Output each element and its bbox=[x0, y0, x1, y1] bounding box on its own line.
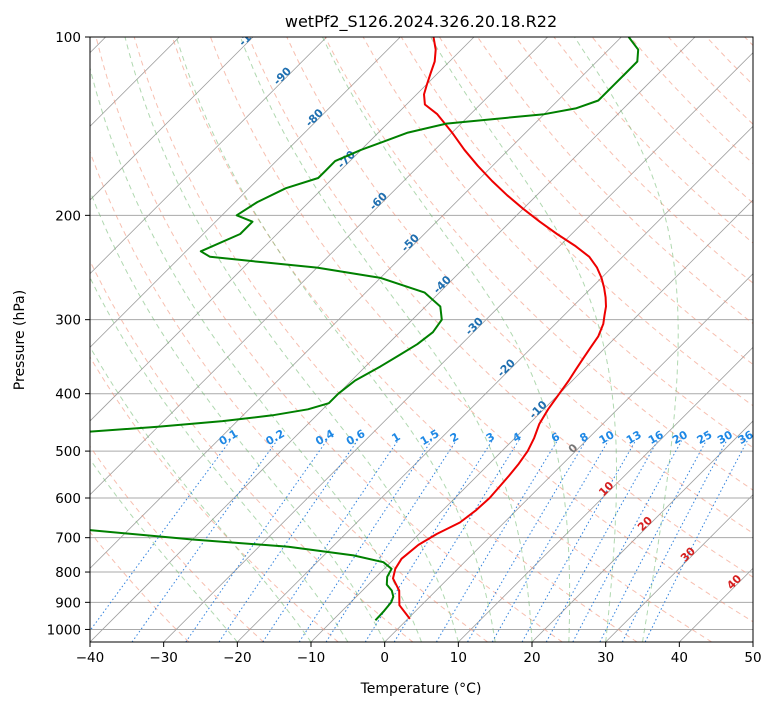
isotherm-line bbox=[90, 37, 475, 422]
isotherm-line bbox=[237, 125, 753, 642]
background-lines bbox=[90, 37, 753, 642]
x-tick-label: 30 bbox=[597, 650, 614, 666]
y-tick-label: 1000 bbox=[47, 622, 81, 638]
x-axis-ticks: −40 −30 −20 −10 0 10 20 30 40 50 bbox=[76, 642, 762, 666]
mixing-ratio-line bbox=[435, 440, 558, 642]
x-tick-label: −40 bbox=[76, 650, 105, 666]
mixing-ratio-line bbox=[572, 440, 683, 642]
moist-adiabat-line bbox=[574, 37, 679, 642]
mixing-ratio-line bbox=[467, 440, 587, 642]
dry-adiabat-line bbox=[286, 37, 753, 534]
mixing-ratio-line bbox=[644, 440, 748, 642]
dry-adiabat-line bbox=[515, 37, 753, 284]
isotherm-line bbox=[90, 37, 327, 275]
y-tick-label: 500 bbox=[55, 444, 81, 460]
dry-adiabat-line bbox=[400, 37, 753, 407]
moist-adiabat-line bbox=[90, 458, 238, 642]
y-tick-label: 700 bbox=[55, 531, 81, 547]
dry-adiabat-line bbox=[438, 37, 753, 366]
x-tick-label: −20 bbox=[223, 650, 252, 666]
dry-adiabat-line bbox=[95, 37, 563, 642]
moist-adiabat-line bbox=[90, 189, 386, 642]
temperature-profile-line bbox=[392, 37, 607, 620]
x-tick-label: 0 bbox=[380, 650, 389, 666]
dry-adiabat-line bbox=[90, 356, 339, 642]
y-tick-label: 300 bbox=[55, 313, 81, 329]
mixing-ratio-line bbox=[545, 440, 659, 642]
plot-background bbox=[90, 37, 753, 642]
dry-adiabat-line bbox=[248, 37, 753, 578]
mixing-ratio-line bbox=[131, 440, 278, 642]
mixing-ratio-line bbox=[491, 440, 609, 642]
mixing-ratio-line bbox=[298, 440, 432, 642]
moist-adiabat-line bbox=[90, 65, 422, 642]
isotherm-line bbox=[90, 37, 696, 642]
moist-adiabat-line bbox=[239, 37, 533, 642]
moist-adiabat-line bbox=[90, 345, 312, 642]
isotherm-line bbox=[458, 346, 753, 642]
moist-adiabat-line bbox=[430, 37, 617, 642]
isotherm-line bbox=[90, 37, 548, 496]
isotherm-label: -100 bbox=[236, 20, 265, 49]
y-tick-label: 900 bbox=[55, 595, 81, 611]
plot-frame bbox=[89, 36, 754, 643]
moist-adiabat-line bbox=[322, 37, 571, 642]
isotherm-line bbox=[163, 52, 753, 642]
mixing-ratio-label: 36 bbox=[736, 428, 756, 447]
x-axis-label: Temperature (°C) bbox=[360, 681, 482, 697]
dry-adiabat-line bbox=[133, 37, 638, 642]
mixing-ratio-line bbox=[185, 440, 328, 642]
isotherm-line bbox=[90, 37, 254, 201]
dry-adiabat-line bbox=[90, 531, 190, 642]
moist-adiabat-line bbox=[90, 276, 349, 642]
dry-adiabat-line bbox=[90, 259, 414, 642]
dry-adiabat-line bbox=[90, 445, 264, 642]
y-tick-label: 400 bbox=[55, 387, 81, 403]
isotherm-line bbox=[384, 273, 753, 642]
mixing-ratio-line bbox=[364, 440, 493, 642]
isotherm-line bbox=[90, 37, 401, 348]
mixing-ratio-line bbox=[521, 440, 637, 642]
x-tick-label: −30 bbox=[149, 650, 178, 666]
x-tick-label: 40 bbox=[671, 650, 688, 666]
moist-adiabat-line bbox=[175, 37, 496, 642]
y-axis-label: Pressure (hPa) bbox=[12, 290, 28, 390]
isotherm-line bbox=[531, 420, 753, 642]
mixing-ratio-line bbox=[90, 440, 231, 632]
dewpoint-profile-line bbox=[90, 37, 640, 621]
dry-adiabat-line bbox=[90, 150, 488, 642]
x-tick-label: 10 bbox=[450, 650, 467, 666]
y-axis-ticks: 100 200 300 400 500 600 700 800 900 1000 bbox=[47, 30, 90, 638]
dry-adiabat-line bbox=[171, 37, 712, 642]
x-tick-label: 20 bbox=[523, 650, 540, 666]
isotherm-line bbox=[90, 37, 622, 569]
y-tick-label: 200 bbox=[55, 208, 81, 224]
isotherm-line bbox=[605, 494, 753, 642]
moist-adiabat-line bbox=[124, 37, 459, 642]
x-tick-label: −10 bbox=[297, 650, 326, 666]
chart-title: wetPf2_S126.2024.326.20.18.R22 bbox=[285, 12, 557, 32]
mixing-ratio-line bbox=[262, 440, 399, 642]
y-tick-label: 800 bbox=[55, 565, 81, 581]
profile-series bbox=[90, 37, 640, 621]
y-tick-label: 100 bbox=[55, 30, 81, 46]
dry-adiabat-line bbox=[210, 37, 753, 623]
x-tick-label: 50 bbox=[744, 650, 761, 666]
y-tick-label: 600 bbox=[55, 491, 81, 507]
